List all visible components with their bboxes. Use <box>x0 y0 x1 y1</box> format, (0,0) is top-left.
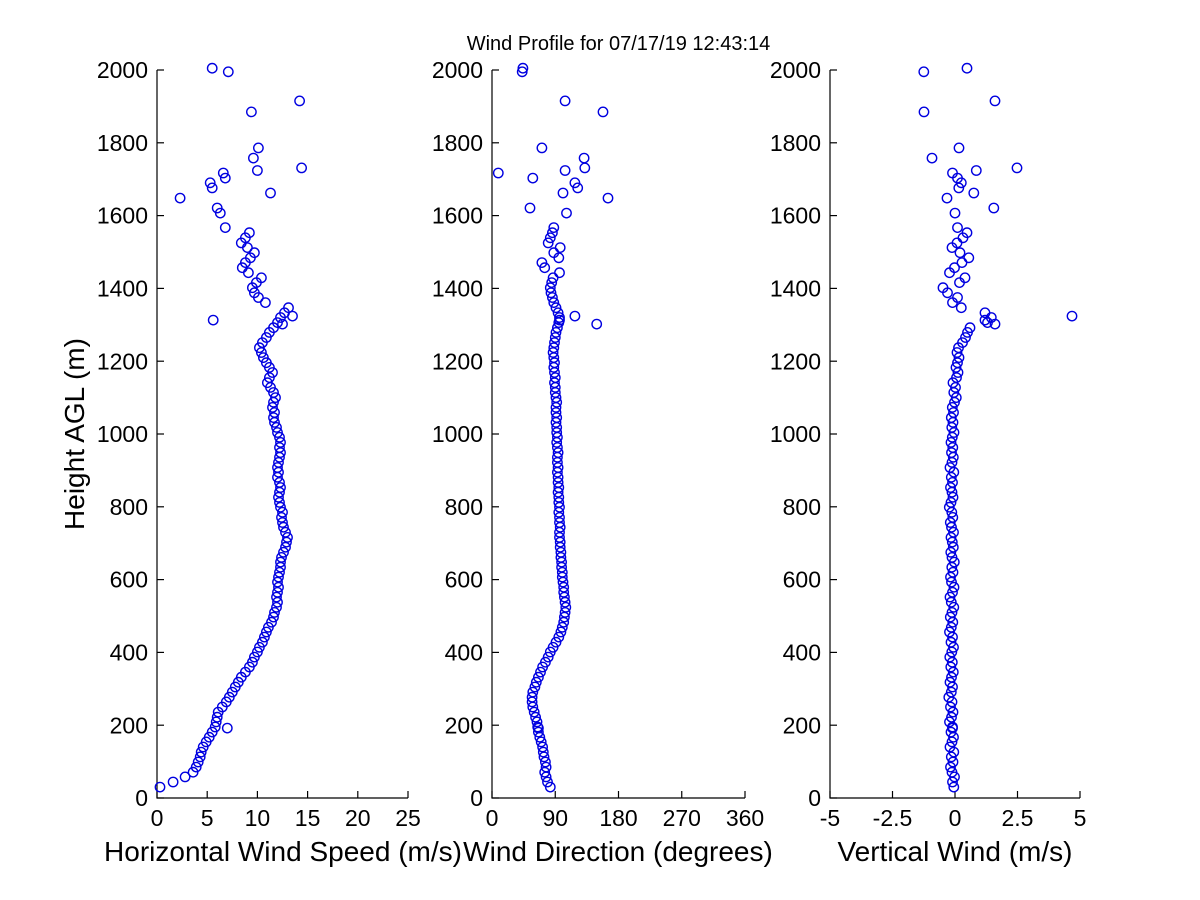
y-tick-label: 1400 <box>432 275 483 301</box>
scatter-panel-2: 0200400600800100012001400160018002000-5-… <box>770 57 1087 831</box>
y-axis-label: Height AGL (m) <box>59 338 90 530</box>
y-tick-label: 1800 <box>770 130 821 156</box>
scatter-panel-0: 0 200 400 600 800 1000 1200 1400 1600 1800 2000 0 5 1… <box>97 57 421 831</box>
x-tick-label: 25 <box>395 805 421 831</box>
y-tick-label: 400 <box>783 639 821 665</box>
y-tick-label: 600 <box>110 567 148 593</box>
y-tick-label: 200 <box>783 712 821 738</box>
y-tick-label: 200 <box>445 712 483 738</box>
series-points-wind_speed_ms <box>154 62 307 793</box>
x-tick-label: 20 <box>345 805 371 831</box>
x-axis-label-wind-speed: Horizontal Wind Speed (m/s) <box>104 836 462 867</box>
y-tick-label: 200 <box>110 712 148 738</box>
x-axis-ticks: 0 5 10 15 20 25 <box>151 791 421 831</box>
y-axis-ticks: 0 200 400 600 800 1000 1200 1400 1600 1800 2000 <box>770 57 837 811</box>
y-tick-label: 800 <box>783 494 821 520</box>
x-tick-label: -2.5 <box>873 805 913 831</box>
chart-title: Wind Profile for 07/17/19 12:43:14 <box>466 33 771 55</box>
y-tick-label: 1600 <box>432 203 483 229</box>
x-tick-label: 10 <box>245 805 271 831</box>
x-tick-label: 270 <box>663 805 701 831</box>
y-tick-label: 400 <box>110 639 148 665</box>
x-tick-label: 180 <box>599 805 637 831</box>
y-tick-label: 0 <box>135 785 148 811</box>
y-tick-label: 1600 <box>97 203 148 229</box>
y-tick-label: 1200 <box>770 348 821 374</box>
x-axis-ticks: -5 -2.5 0 2.5 5 <box>820 791 1087 831</box>
y-tick-label: 1800 <box>432 130 483 156</box>
y-tick-label: 400 <box>445 639 483 665</box>
x-tick-label: 0 <box>151 805 164 831</box>
y-tick-label: 1800 <box>97 130 148 156</box>
y-tick-label: 0 <box>808 785 821 811</box>
x-tick-label: 0 <box>486 805 499 831</box>
x-tick-label: 5 <box>201 805 214 831</box>
y-axis-ticks: 0 200 400 600 800 1000 1200 1400 1600 1800 2000 <box>432 57 499 811</box>
y-tick-label: 1400 <box>770 275 821 301</box>
x-tick-label: 90 <box>542 805 568 831</box>
y-axis-ticks: 0 200 400 600 800 1000 1200 1400 1600 1800 2000 <box>97 57 164 811</box>
x-tick-label: 15 <box>295 805 321 831</box>
x-tick-label: -5 <box>820 805 840 831</box>
y-tick-label: 2000 <box>432 57 483 83</box>
y-tick-label: 600 <box>445 567 483 593</box>
x-tick-label: 360 <box>726 805 764 831</box>
x-axis-label-wind-direction: Wind Direction (degrees) <box>463 836 773 867</box>
y-tick-label: 2000 <box>770 57 821 83</box>
y-tick-label: 600 <box>783 567 821 593</box>
x-tick-label: 2.5 <box>1002 805 1034 831</box>
x-axis-label-vertical-wind: Vertical Wind (m/s) <box>837 836 1073 867</box>
y-tick-label: 1400 <box>97 275 148 301</box>
y-tick-label: 800 <box>110 494 148 520</box>
x-axis-ticks: 0 90 180 270 360 <box>486 791 764 831</box>
y-tick-label: 1000 <box>770 421 821 447</box>
y-tick-label: 1600 <box>770 203 821 229</box>
y-tick-label: 0 <box>470 785 483 811</box>
y-tick-label: 1000 <box>432 421 483 447</box>
scatter-panel-1: 0 200 400 600 800 1000 1200 1400 1600 1800 2000 0 90… <box>432 57 764 831</box>
y-tick-label: 800 <box>445 494 483 520</box>
y-tick-label: 1200 <box>97 348 148 374</box>
series-points-vertical_wind_ms <box>918 62 1078 793</box>
x-tick-label: 0 <box>949 805 962 831</box>
x-tick-label: 5 <box>1074 805 1087 831</box>
y-tick-label: 1200 <box>432 348 483 374</box>
y-tick-label: 1000 <box>97 421 148 447</box>
y-tick-label: 2000 <box>97 57 148 83</box>
series-points-wind_direction_deg <box>492 62 614 793</box>
